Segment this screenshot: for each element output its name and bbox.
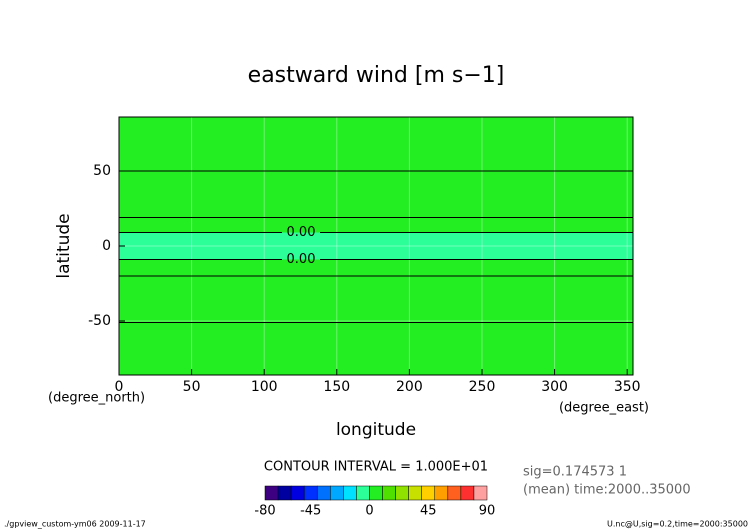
x-tick-label: 250 [469, 379, 496, 395]
colorbar-tick-label: 45 [420, 504, 437, 519]
y-units: (degree_north) [48, 391, 145, 406]
colorbar-tick-label: 90 [479, 504, 496, 519]
info-line: sig=0.174573 1 [523, 465, 627, 480]
colorbar-box [434, 485, 449, 501]
x-tick-label: 50 [183, 379, 201, 395]
contour-interval: CONTOUR INTERVAL = 1.000E+01 [264, 460, 488, 475]
colorbar-box [473, 485, 488, 501]
footer-right: U.nc@U,sig=0.2,time=2000:35000 [607, 520, 748, 529]
colorbar-box [343, 485, 357, 501]
y-tick-label: -50 [88, 313, 111, 329]
colorbar-box [460, 485, 475, 501]
x-tick-label: 0 [115, 379, 124, 395]
x-tick-label: 300 [541, 379, 568, 395]
contour-label: 0.00 [287, 252, 316, 267]
y-tick-label: 50 [93, 163, 111, 179]
chart-title: eastward wind [m s−1] [248, 63, 505, 88]
colorbar-box [303, 485, 318, 501]
footer-left: ./gpview_custom-ym06 2009-11-17 [4, 520, 146, 529]
x-tick-label: 150 [323, 379, 350, 395]
colorbar-box [356, 485, 370, 501]
colorbar-box [421, 485, 436, 501]
colorbar-box [277, 485, 292, 501]
y-axis-label: latitude [54, 213, 74, 278]
colorbar-box [395, 485, 409, 501]
colorbar-tick-label: 0 [365, 504, 373, 519]
colorbar-tick-label: -45 [300, 504, 321, 519]
colorbar-box [316, 485, 331, 501]
colorbar-box [447, 485, 462, 501]
info-line: (mean) time:2000..35000 [523, 483, 691, 498]
colorbar-box [382, 485, 396, 501]
colorbar-box [264, 485, 279, 501]
colorbar-box [330, 485, 344, 501]
colorbar-box [290, 485, 305, 501]
x-axis-label: longitude [336, 420, 416, 440]
contour-band [119, 232, 633, 260]
x-units: (degree_east) [559, 401, 649, 416]
x-tick-label: 100 [251, 379, 278, 395]
x-tick-label: 200 [396, 379, 423, 395]
colorbar-tick-label: -80 [254, 504, 275, 519]
colorbar-box [369, 485, 383, 501]
x-tick-label: 350 [614, 379, 641, 395]
colorbar-box [408, 485, 422, 501]
y-tick-label: 0 [102, 238, 111, 254]
contour-label: 0.00 [287, 225, 316, 240]
